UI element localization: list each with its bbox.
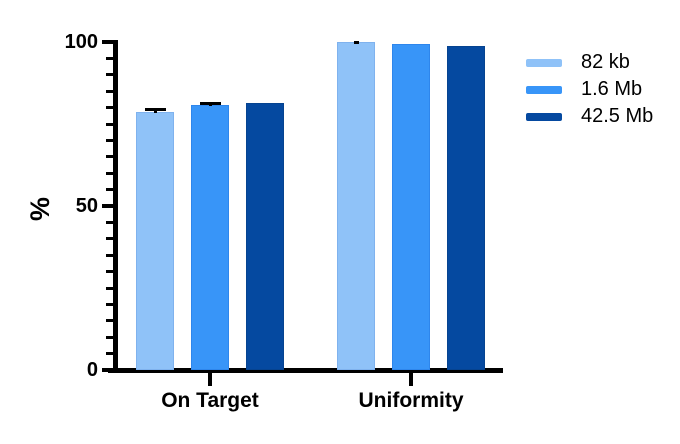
legend-swatch [526, 112, 562, 121]
legend-label: 82 kb [581, 51, 630, 73]
legend-item-42-5-mb: 42.5 Mb [526, 103, 653, 130]
bar-on-target-1-6-mb [191, 104, 229, 370]
legend-label: 1.6 Mb [581, 78, 643, 100]
bar-uniformity-82-kb [337, 42, 375, 370]
y-tick-label: 50 [75, 195, 98, 217]
error-bar-cap [353, 41, 359, 45]
y-tick-minor [106, 106, 113, 110]
legend-item-1-6-mb: 1.6 Mb [526, 76, 653, 103]
y-tick-minor [106, 171, 113, 175]
legend-label: 42.5 Mb [581, 105, 654, 127]
legend-item-82-kb: 82 kb [526, 49, 653, 76]
y-tick-minor [106, 319, 113, 323]
bar-uniformity-1-6-mb [392, 43, 430, 370]
error-bar-cap [199, 102, 221, 106]
x-tick [409, 373, 413, 386]
y-tick-minor [106, 220, 113, 224]
bar-uniformity-42-5-mb [447, 45, 485, 370]
y-tick-minor [106, 352, 113, 356]
y-tick-minor [106, 138, 113, 142]
y-tick-minor [106, 122, 113, 126]
error-bar-cap [144, 107, 166, 111]
y-tick-minor [106, 89, 113, 93]
legend: 82 kb 1.6 Mb 42.5 Mb [526, 49, 653, 130]
y-tick-minor [106, 155, 113, 159]
y-tick-minor [106, 188, 113, 192]
y-tick-label: 100 [64, 31, 98, 53]
y-tick-minor [106, 270, 113, 274]
x-axis-line [108, 368, 503, 373]
legend-swatch [526, 85, 562, 94]
legend-swatch [526, 58, 562, 67]
y-tick-minor [106, 237, 113, 241]
y-tick-major [102, 368, 113, 372]
y-tick-minor [106, 73, 113, 77]
bar-on-target-42-5-mb [246, 102, 284, 370]
y-axis-line [113, 40, 118, 373]
y-tick-minor [106, 56, 113, 60]
y-tick-major [102, 40, 113, 44]
bar-on-target-82-kb [136, 111, 174, 370]
y-tick-minor [106, 253, 113, 257]
y-tick-label: 0 [86, 359, 98, 381]
x-category-label-on-target: On Target [161, 389, 259, 412]
y-tick-minor [106, 286, 113, 290]
y-tick-minor [106, 335, 113, 339]
y-tick-major [102, 204, 113, 208]
x-category-label-uniformity: Uniformity [358, 389, 464, 412]
y-tick-minor [106, 302, 113, 306]
x-tick [208, 373, 212, 386]
